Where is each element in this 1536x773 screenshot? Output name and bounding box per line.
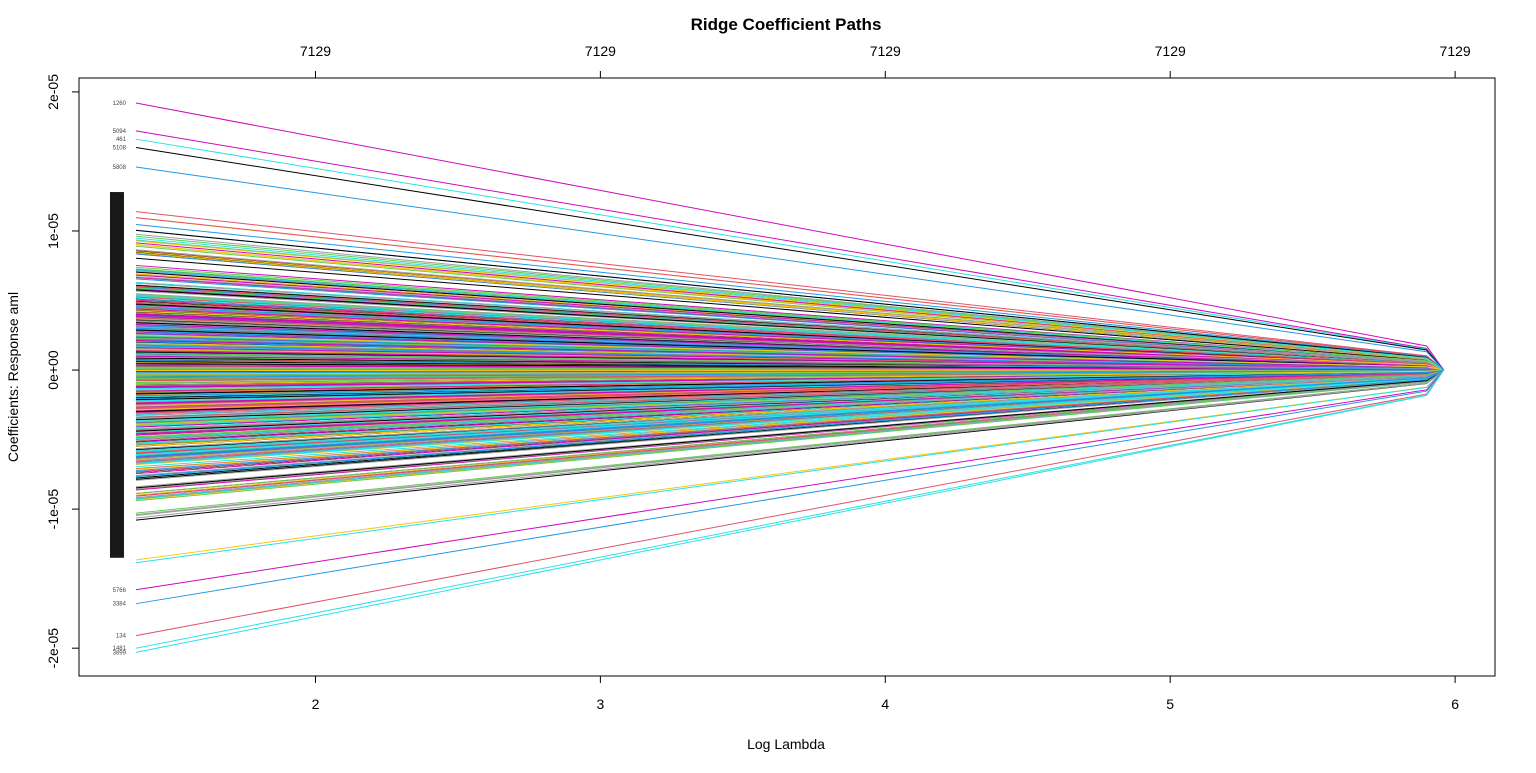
coefficient-label-1260: 1260 [113,101,127,107]
top-tick-label: 7129 [1155,43,1186,59]
dense-label-column [109,192,124,558]
y-tick-label: -2e-05 [45,628,61,669]
coefficient-label-1481: 1481 [113,646,127,652]
x-tick-label: 2 [312,696,320,712]
x-axis-label: Log Lambda [747,736,825,752]
coefficient-label-134: 134 [116,634,127,640]
coefficient-path [135,237,1445,371]
coefficient-path [135,310,1444,371]
y-tick-label: -1e-05 [45,489,61,530]
coefficient-label-3899: 3899 [113,650,127,656]
coefficient-path [135,369,1444,400]
coefficient-paths [135,102,1445,653]
y-tick-label: 0e+00 [45,350,61,390]
coefficient-path-3899 [135,369,1445,653]
coefficient-label-5808: 5808 [113,165,127,171]
top-tick-label: 7129 [300,43,331,59]
coefficient-label-5766: 5766 [113,588,127,594]
coefficient-path [135,334,1444,371]
y-axis-label: Coefficients: Response aml [5,292,21,462]
coefficient-path [135,369,1444,477]
coefficient-path-3384 [135,369,1445,605]
coefficient-path [135,369,1444,459]
top-tick-label: 7129 [870,43,901,59]
y-tick-label: 1e-05 [45,213,61,249]
chart-title: Ridge Coefficient Paths [691,15,882,34]
coefficient-path [135,359,1444,371]
coefficient-path [135,276,1444,371]
x-tick-label: 6 [1451,696,1459,712]
coefficient-label-5094: 5094 [113,129,127,135]
coefficient-label-5108: 5108 [113,146,127,152]
coefficient-path [135,369,1445,564]
coefficient-label-3384: 3384 [113,602,127,608]
coefficient-label-461: 461 [116,137,127,143]
y-tick-label: 2e-05 [45,74,61,110]
x-tick-label: 5 [1166,696,1174,712]
plot-frame [78,77,1496,677]
coefficient-path-5808 [135,166,1445,371]
x-tick-label: 3 [596,696,604,712]
coefficient-path-1260 [135,102,1445,371]
top-tick-label: 7129 [585,43,616,59]
coefficient-path [135,369,1445,519]
top-tick-label: 7129 [1440,43,1471,59]
axes: 2 3 4 5 6 7129 7129 7129 7129 7129 -2e-05 -1e-05 0e+… [45,43,1471,712]
x-tick-label: 4 [881,696,889,712]
